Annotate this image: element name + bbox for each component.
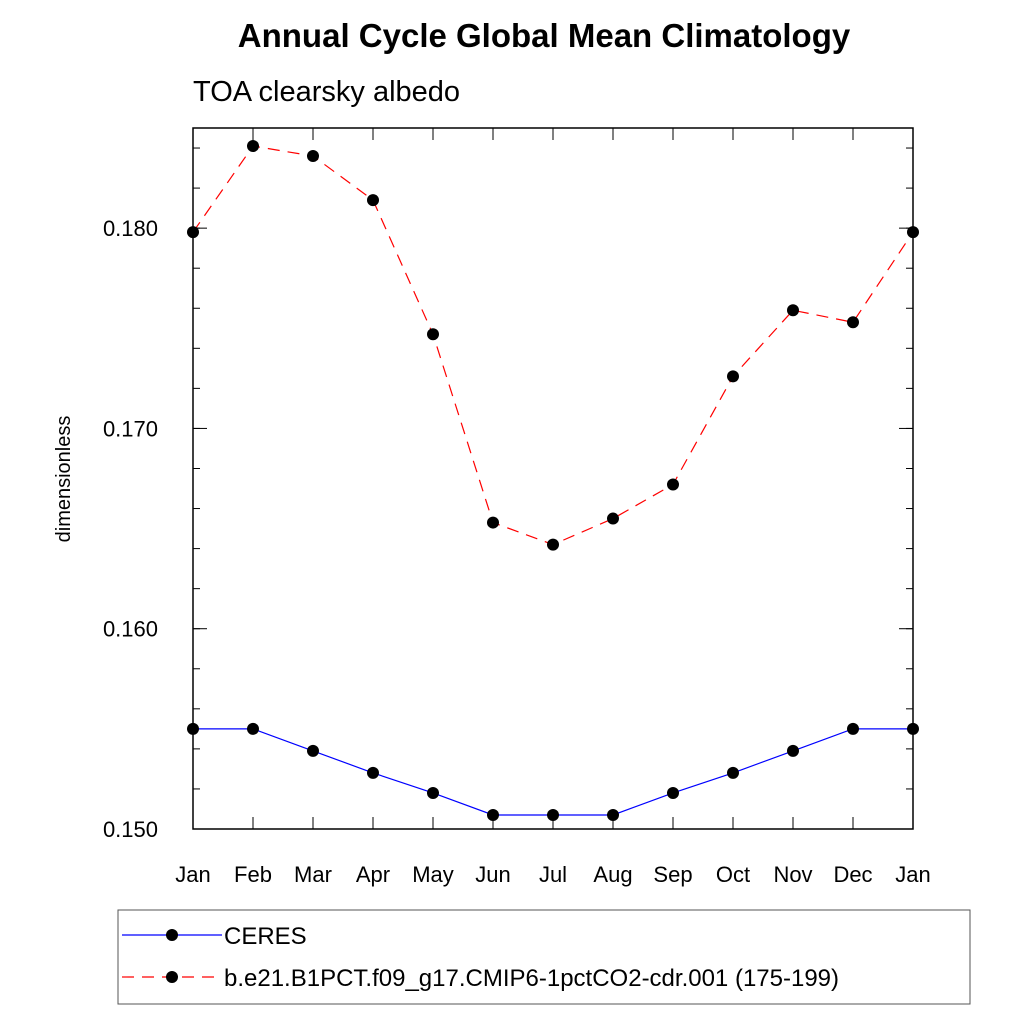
x-tick-label: Nov: [773, 862, 812, 887]
x-tick-label: May: [412, 862, 454, 887]
x-tick-label: Oct: [716, 862, 750, 887]
x-tick-label: Sep: [653, 862, 692, 887]
series-0-point: [307, 744, 319, 757]
y-tick-label: 0.150: [103, 817, 158, 842]
x-tick-label: Apr: [356, 862, 390, 887]
series-line-1: [192, 145, 914, 546]
series-1-point: [667, 478, 679, 491]
x-tick-label: Feb: [234, 862, 272, 887]
legend-ceres-marker: [166, 929, 178, 941]
y-axis-label: dimensionless: [53, 416, 75, 543]
legend-ceres-label: CERES: [224, 923, 307, 950]
series-0-point: [367, 766, 379, 779]
series-1-point: [727, 370, 739, 383]
x-tick-label: Dec: [833, 862, 872, 887]
series-group: [187, 140, 919, 821]
x-tick-label: Aug: [593, 862, 632, 887]
series-0-point: [787, 744, 799, 757]
series-1-point: [547, 538, 559, 551]
series-0-point: [667, 786, 679, 799]
x-tick-label: Jan: [175, 862, 210, 887]
legend-model-marker: [166, 971, 178, 983]
plot-frame: [192, 127, 914, 830]
series-0-point: [427, 786, 439, 799]
x-tick-label: Jun: [475, 862, 510, 887]
series-0-point: [607, 808, 619, 821]
series-0-point: [547, 808, 559, 821]
legend-entry-model: b.e21.B1PCT.f09_g17.CMIP6-1pctCO2-cdr.00…: [122, 965, 839, 992]
series-1-point: [847, 316, 859, 329]
series-line-0: [193, 728, 913, 816]
legend-entry-ceres: CERES: [122, 923, 307, 950]
series-0-point: [187, 722, 199, 735]
chart-title: Annual Cycle Global Mean Climatology: [238, 17, 851, 54]
x-tick-label: Mar: [294, 862, 332, 887]
series-1-point: [187, 226, 199, 239]
series-1-point: [487, 516, 499, 529]
x-tick-label: Jan: [895, 862, 930, 887]
x-tick-label: Jul: [539, 862, 567, 887]
axis-ticks: [192, 128, 914, 830]
legend-model-label: b.e21.B1PCT.f09_g17.CMIP6-1pctCO2-cdr.00…: [224, 965, 839, 992]
series-1-point: [307, 150, 319, 163]
tick-labels: Jan Feb Mar Apr May Jun Jul Aug Sep Oct Nov Dec Jan 0…: [103, 216, 931, 887]
chart-subtitle: TOA clearsky albedo: [193, 76, 460, 108]
y-tick-label: 0.180: [103, 216, 158, 241]
series-1-point: [427, 328, 439, 341]
y-tick-label: 0.160: [103, 617, 158, 642]
series-1-point: [367, 194, 379, 207]
series-0-point: [247, 722, 259, 735]
series-1-point: [607, 512, 619, 525]
series-0-point: [487, 808, 499, 821]
y-tick-label: 0.170: [103, 416, 158, 441]
series-1-point: [787, 304, 799, 317]
series-0-point: [727, 766, 739, 779]
series-0-point: [847, 722, 859, 735]
legend-box: [117, 909, 971, 1005]
series-1-point: [907, 226, 919, 239]
series-1-point: [247, 140, 259, 153]
series-0-point: [907, 722, 919, 735]
